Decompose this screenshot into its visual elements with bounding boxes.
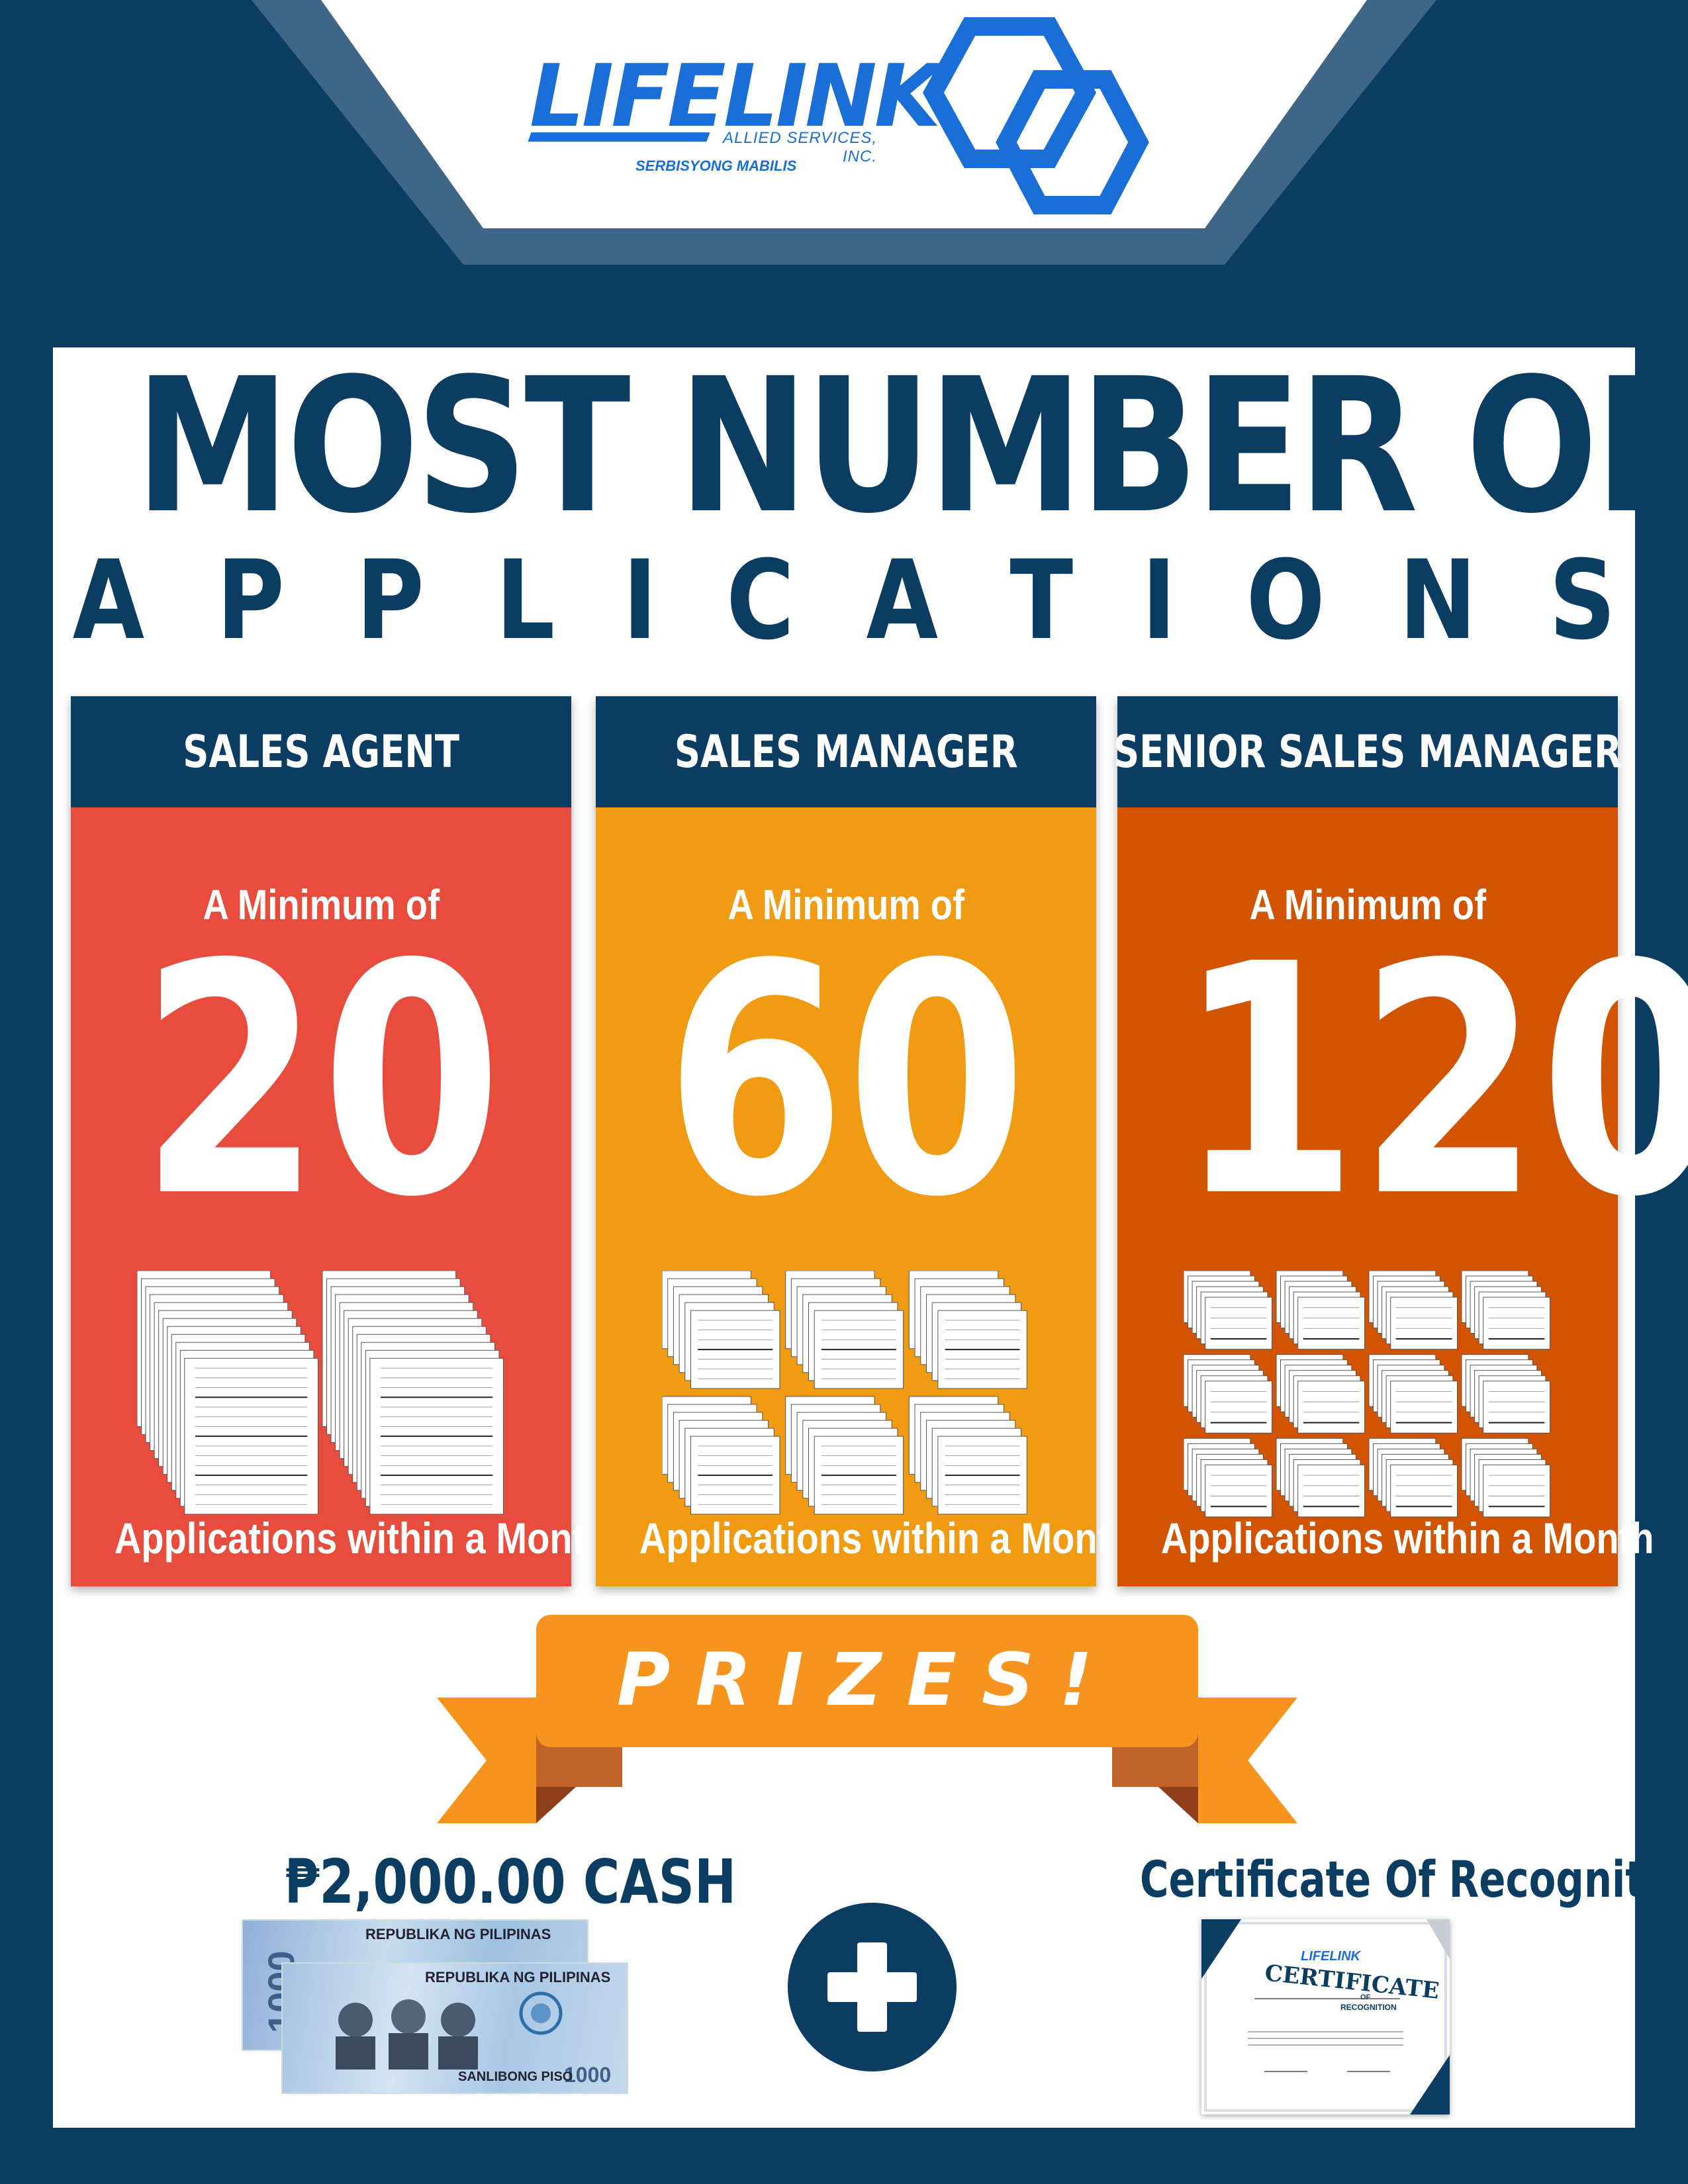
brand-logo-text: LIFELINK bbox=[530, 46, 941, 146]
card-sales-manager: SALES MANAGER A Minimum of 60 Applicatio… bbox=[596, 696, 1133, 1586]
card-footer: Applications within a Month bbox=[1160, 1514, 1654, 1563]
subtitle-letter: A bbox=[866, 537, 939, 664]
cash-prize-label: ₱2,000.00 CASH bbox=[284, 1846, 737, 1917]
certificate-brand: LIFELINK bbox=[1301, 1949, 1360, 1964]
subtitle-letter: A bbox=[72, 537, 145, 664]
card-footer: Applications within a Month bbox=[114, 1514, 608, 1563]
card-header: SALES MANAGER bbox=[596, 696, 1096, 807]
application-forms-icon bbox=[137, 1271, 504, 1515]
card-value: 20 bbox=[140, 897, 502, 1267]
certificate-of: OF bbox=[1360, 1993, 1371, 2001]
certificate-prize-label: Certificate Of Recognition bbox=[1139, 1850, 1688, 1909]
header-banner bbox=[252, 0, 1436, 265]
subtitle-letter: I bbox=[622, 537, 657, 664]
card-body: A Minimum of 120 Applications within a M… bbox=[1117, 807, 1688, 1586]
banknote-word: SANLIBONG PISO bbox=[458, 2070, 573, 2084]
hexagon-link-icon bbox=[923, 17, 1149, 214]
brand-subtitle: ALLIED SERVICES, INC. bbox=[723, 129, 877, 165]
application-forms-icon bbox=[1184, 1271, 1550, 1518]
card-intro: A Minimum of bbox=[203, 881, 440, 929]
card-footer: Applications within a Month bbox=[639, 1514, 1133, 1563]
prizes-label: PRIZES! bbox=[616, 1637, 1118, 1722]
card-sales-agent: SALES AGENT A Minimum of 20 Applications… bbox=[71, 696, 608, 1586]
card-senior-sales-manager: SENIOR SALES MANAGER A Minimum of 120 Ap… bbox=[1113, 696, 1688, 1586]
banknote-text: REPUBLIKA NG PILIPINAS bbox=[425, 1969, 611, 1985]
card-value: 60 bbox=[665, 897, 1027, 1267]
banknote-front: REPUBLIKA NG PILIPINAS 1000 SANLIBONG PI… bbox=[281, 1962, 628, 2094]
certificate-border-icon bbox=[1201, 1919, 1450, 2115]
page-title: MOST NUMBER OF bbox=[135, 339, 1688, 555]
banknote-seal-icon bbox=[519, 1991, 563, 2035]
card-value: 120 bbox=[1177, 897, 1688, 1267]
prizes-ribbon bbox=[437, 1615, 1297, 1823]
subtitle-letter: O bbox=[1246, 537, 1325, 664]
subtitle-letter: S bbox=[1548, 537, 1616, 664]
card-header: SENIOR SALES MANAGER bbox=[1113, 696, 1622, 807]
plus-icon bbox=[788, 1903, 957, 2071]
subtitle-letter: N bbox=[1398, 537, 1477, 664]
card-intro: A Minimum of bbox=[1249, 881, 1486, 929]
card-intro: A Minimum of bbox=[727, 881, 964, 929]
card-header: SALES AGENT bbox=[71, 696, 571, 807]
card-body: A Minimum of 60 Applications within a Mo… bbox=[596, 807, 1133, 1586]
brand-logo-underline bbox=[528, 132, 710, 142]
subtitle-letter: T bbox=[1009, 537, 1074, 664]
subtitle-letter: L bbox=[495, 537, 555, 664]
brand-tagline: SERBISYONG MABILIS bbox=[635, 158, 797, 174]
subtitle-letter: P bbox=[216, 537, 285, 664]
banknote-denomination: 1000 bbox=[564, 2063, 612, 2087]
application-forms-icon bbox=[662, 1271, 1027, 1515]
subtitle-letter: I bbox=[1141, 537, 1177, 664]
certificate-subtitle: RECOGNITION bbox=[1340, 2003, 1397, 2012]
subtitle-letter: C bbox=[726, 537, 794, 664]
banknote-portraits-icon bbox=[336, 1999, 478, 2070]
banknote-text: REPUBLIKA NG PILIPINAS bbox=[365, 1926, 551, 1942]
certificate-thumbnail: LIFELINK CERTIFICATE OF RECOGNITION bbox=[1201, 1919, 1450, 2115]
card-body: A Minimum of 20 Applications within a Mo… bbox=[71, 807, 608, 1586]
subtitle-letter: P bbox=[356, 537, 425, 664]
